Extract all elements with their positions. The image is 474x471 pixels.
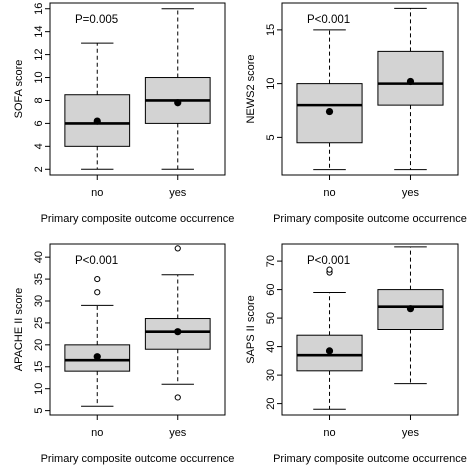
saps-x-axis-title: Primary composite outcome occurrence	[273, 453, 467, 465]
news2-ytick-label: 10	[265, 78, 277, 90]
sofa-mean-point-yes	[174, 99, 182, 107]
sofa-panel: 2 4 6 8 10 12 14 16 SOFA score no yes Primary compo…	[13, 2, 235, 225]
news2-y-axis-title: NEWS2 score	[245, 54, 257, 123]
apache-outlier-no	[94, 275, 101, 283]
saps-ytick-label: 30	[265, 369, 277, 381]
apache-outlier-no	[94, 289, 101, 296]
news2-plot-frame	[281, 2, 459, 176]
saps-ytick-label: 60	[265, 283, 277, 295]
sofa-x-axis-title: Primary composite outcome occurrence	[41, 213, 235, 225]
apache-ytick-label: 5	[33, 408, 45, 414]
saps-ytick-label: 70	[265, 255, 277, 267]
sofa-category-no: no	[91, 187, 103, 199]
apache-outlier-yes	[174, 394, 181, 401]
saps-ytick-label: 40	[265, 340, 277, 352]
apache-ytick-label: 15	[33, 361, 45, 373]
sofa-p-value: P=0.005	[75, 14, 118, 26]
sofa-ytick-label: 4	[33, 143, 45, 149]
news2-category-yes: yes	[402, 187, 420, 199]
saps-mean-point-yes	[406, 305, 415, 313]
sofa-ytick-label: 10	[33, 71, 45, 83]
sofa-mean-point-no	[93, 117, 101, 125]
saps-ytick-label: 20	[265, 397, 277, 409]
sofa-ytick-label: 8	[33, 97, 45, 103]
saps-outlier-no	[326, 266, 333, 273]
news2-mean-point-yes	[406, 77, 415, 86]
apache-ytick-label: 40	[33, 251, 45, 263]
saps-category-no: no	[323, 427, 335, 439]
news2-x-axis-title: Primary composite outcome occurrence	[273, 213, 467, 225]
saps-y-axis-title: SAPS II score	[245, 295, 257, 363]
sofa-ytick-label: 2	[33, 166, 45, 172]
apache-ytick-label: 30	[33, 295, 45, 307]
apache-ytick-label: 10	[33, 383, 45, 395]
sofa-category-yes: yes	[169, 187, 187, 199]
sofa-ytick-label: 6	[33, 120, 45, 126]
apache-category-no: no	[91, 427, 103, 439]
saps-p-value: P<0.001	[307, 255, 350, 267]
saps-mean-point-no	[325, 347, 334, 355]
saps-plot-frame	[281, 243, 459, 416]
apache-panel: 5 10 15 20 25 30 35 40 APACHE II score no yes Prima…	[13, 243, 235, 465]
apache-p-value: P<0.001	[75, 255, 118, 267]
news2-ytick-label: 15	[265, 24, 277, 36]
apache-x-axis-title: Primary composite outcome occurrence	[41, 453, 235, 465]
sofa-ytick-label: 14	[33, 26, 45, 38]
sofa-y-axis-title: SOFA score	[13, 60, 25, 119]
apache-category-yes: yes	[169, 427, 187, 439]
saps-ytick-label: 50	[265, 312, 277, 324]
news2-p-value: P<0.001	[307, 14, 350, 26]
apache-plot-frame	[49, 243, 226, 416]
news2-panel: 5 10 15 NEWS2 score no yes Primary composite o…	[245, 2, 467, 225]
sofa-plot-frame	[49, 2, 226, 176]
saps-panel: 20 30 40 50 60 70 SAPS II score no yes Primary co…	[245, 243, 467, 465]
apache-ytick-label: 35	[33, 273, 45, 285]
news2-mean-point-no	[325, 107, 334, 116]
apache-y-axis-title: APACHE II score	[13, 288, 25, 372]
apache-mean-point-no	[93, 353, 101, 361]
apache-outlier-yes	[174, 245, 181, 252]
apache-ytick-label: 20	[33, 339, 45, 351]
apache-ytick-label: 25	[33, 317, 45, 329]
saps-category-yes: yes	[402, 427, 420, 439]
apache-mean-point-yes	[174, 328, 182, 336]
sofa-ytick-label: 12	[33, 48, 45, 60]
news2-ytick-label: 5	[265, 134, 277, 140]
news2-category-no: no	[323, 187, 335, 199]
sofa-ytick-label: 16	[33, 3, 45, 15]
